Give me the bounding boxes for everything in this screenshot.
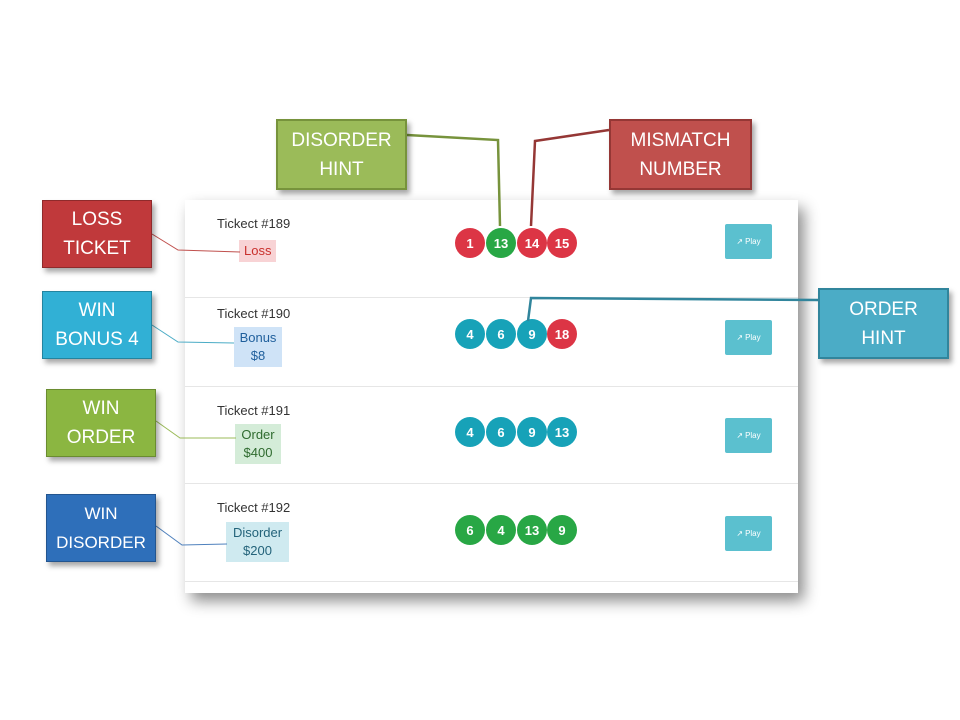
- ticket-title: Tickect #191: [217, 403, 291, 418]
- badge-amount: $400: [243, 445, 273, 460]
- mismatch-number-connector: [529, 128, 610, 227]
- number-ball: 6: [486, 319, 516, 349]
- number-ball: 9: [517, 417, 547, 447]
- status-badge-loss: Loss: [239, 240, 277, 262]
- win-bonus-4-callout: WIN BONUS 4: [42, 291, 152, 359]
- badge-amount: $8: [250, 348, 266, 363]
- ticket-row: Tickect #191 Order $400 4 6 9 13 ↗ Play: [185, 386, 798, 484]
- number-ball: 9: [517, 319, 547, 349]
- callout-label: ORDER HINT: [849, 298, 918, 349]
- number-ball: 15: [547, 228, 577, 258]
- loss-ticket-callout: LOSS TICKET: [42, 200, 152, 268]
- play-icon: ↗: [736, 529, 744, 538]
- number-ball: 14: [517, 228, 547, 258]
- callout-label: DISORDER HINT: [291, 129, 392, 180]
- number-ball: 9: [547, 515, 577, 545]
- order-hint-callout: ORDER HINT: [818, 288, 949, 359]
- number-ball: 13: [517, 515, 547, 545]
- status-badge-bonus: Bonus $8: [234, 327, 282, 367]
- badge-label: Loss: [244, 243, 272, 258]
- play-label: Play: [745, 237, 761, 246]
- mismatch-number-callout: MISMATCH NUMBER: [609, 119, 752, 190]
- number-ball: 18: [547, 319, 577, 349]
- play-icon: ↗: [736, 333, 744, 342]
- ticket-row: Tickect #189 Loss 1 13 14 15 ↗ Play: [185, 200, 798, 298]
- play-icon: ↗: [736, 431, 744, 440]
- ticket-row: Tickect #192 Disorder $200 6 4 13 9 ↗ Pl…: [185, 484, 798, 582]
- win-disorder-callout: WIN DISORDER: [46, 494, 156, 562]
- play-icon: ↗: [736, 237, 744, 246]
- ticket-title: Tickect #190: [217, 306, 291, 321]
- callout-label: WIN DISORDER: [56, 504, 146, 552]
- callout-label: WIN ORDER: [66, 398, 136, 448]
- callout-label: MISMATCH NUMBER: [630, 129, 731, 180]
- callout-label: LOSS TICKET: [63, 209, 131, 259]
- play-button[interactable]: ↗ Play: [725, 320, 772, 355]
- play-button[interactable]: ↗ Play: [725, 418, 772, 453]
- disorder-hint-connector: [406, 133, 502, 227]
- win-disorder-connector: [155, 525, 228, 546]
- number-ball: 13: [547, 417, 577, 447]
- number-ball: 6: [455, 515, 485, 545]
- ticket-title: Tickect #189: [217, 216, 291, 231]
- ticket-title: Tickect #192: [217, 500, 291, 515]
- loss-ticket-connector: [151, 233, 241, 253]
- status-badge-disorder: Disorder $200: [226, 522, 289, 562]
- badge-label: Order: [241, 427, 275, 442]
- win-order-callout: WIN ORDER: [46, 389, 156, 457]
- callout-label: WIN BONUS 4: [55, 300, 139, 350]
- play-button[interactable]: ↗ Play: [725, 516, 772, 551]
- number-ball: 6: [486, 417, 516, 447]
- number-ball: 4: [455, 319, 485, 349]
- tickets-panel: Tickect #189 Loss 1 13 14 15 ↗ Play Tick…: [185, 200, 798, 593]
- badge-label: Disorder: [232, 525, 283, 540]
- badge-label: Bonus: [239, 330, 277, 345]
- number-ball: 4: [455, 417, 485, 447]
- play-button[interactable]: ↗ Play: [725, 224, 772, 259]
- disorder-hint-callout: DISORDER HINT: [276, 119, 407, 190]
- status-badge-order: Order $400: [235, 424, 281, 464]
- number-ball: 13: [486, 228, 516, 258]
- win-bonus-connector: [151, 324, 235, 344]
- win-order-connector: [155, 420, 236, 439]
- order-hint-connector: [526, 296, 819, 322]
- number-ball: 4: [486, 515, 516, 545]
- play-label: Play: [745, 529, 761, 538]
- number-ball: 1: [455, 228, 485, 258]
- ticket-row: Tickect #190 Bonus $8 4 6 9 18 ↗ Play: [185, 289, 798, 387]
- badge-amount: $200: [243, 543, 272, 558]
- play-label: Play: [745, 333, 761, 342]
- play-label: Play: [745, 431, 761, 440]
